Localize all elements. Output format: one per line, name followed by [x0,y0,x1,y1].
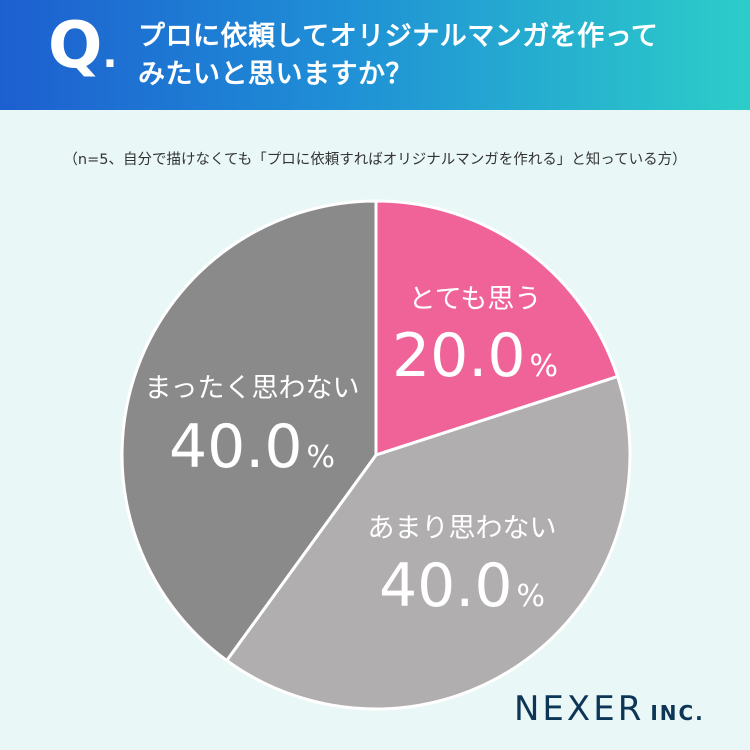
question-mark-logo: Q. [48,14,118,78]
logo-suffix: INC. [650,701,705,725]
pie-slice-3 [120,199,378,663]
company-logo: NEXER INC. [514,692,705,726]
question-line-2: みたいと思いますか？ [138,59,413,90]
pie-slice-2 [224,374,632,711]
question-text: プロに依頼してオリジナルマンガを作って みたいと思いますか？ [138,18,738,94]
q-dot: . [102,31,118,77]
q-letter: Q [48,9,103,83]
slice-value-3: 40.0% [169,412,335,482]
logo-name: NEXER [514,689,645,729]
slice-value-1: 20.0% [392,321,558,391]
header-banner: Q. プロに依頼してオリジナルマンガを作って みたいと思いますか？ [0,0,750,110]
sample-note: （n=5、自分で描けなくても「プロに依頼すればオリジナルマンガを作れる」と知って… [63,152,687,168]
slice-value-2: 40.0% [379,551,545,621]
slice-label-1: とても思う [409,284,542,315]
slice-label-2: あまり思わない [368,513,557,544]
pie-slice-1 [374,199,620,458]
question-line-1: プロに依頼してオリジナルマンガを作って [138,21,659,52]
slice-label-3: まったく思わない [145,373,360,404]
